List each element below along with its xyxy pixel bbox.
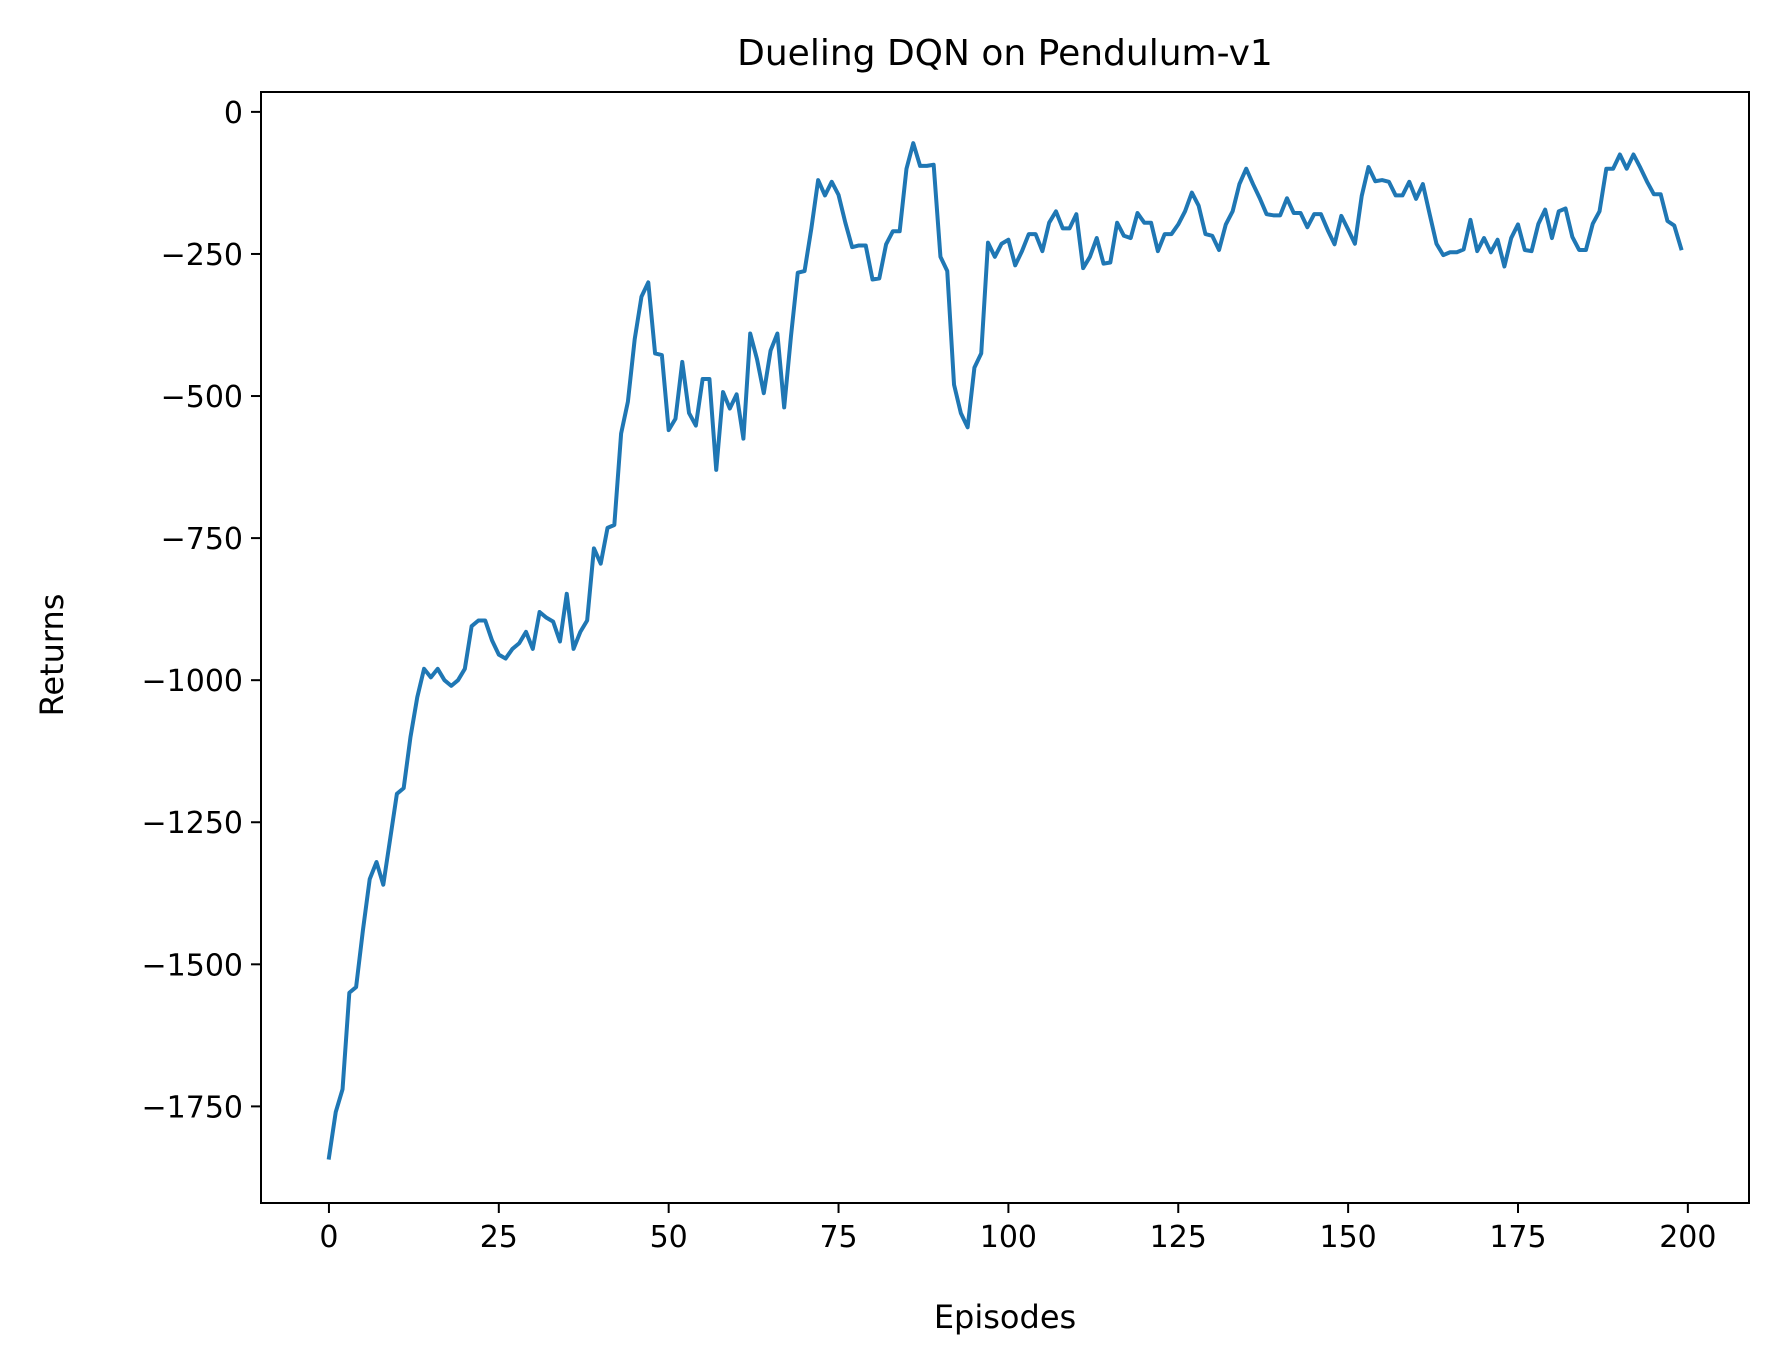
series-line-returns xyxy=(326,141,1684,1160)
y-axis-ticks: 0 −250 −500 −750 −1000 −1250 −1500 −1750 xyxy=(142,96,261,1125)
x-tick-label: 125 xyxy=(1150,1220,1207,1255)
y-tick-label: −1250 xyxy=(142,806,243,841)
x-axis-ticks: 0 25 50 75 100 125 150 175 200 xyxy=(319,1203,1716,1255)
x-tick-label: 200 xyxy=(1659,1220,1716,1255)
x-tick-label: 75 xyxy=(819,1220,857,1255)
y-tick-label: −1750 xyxy=(142,1090,243,1125)
y-tick-label: −1000 xyxy=(142,664,243,699)
x-tick-label: 0 xyxy=(319,1220,338,1255)
x-tick-label: 150 xyxy=(1319,1220,1376,1255)
plot-frame xyxy=(260,91,1750,1204)
y-tick-label: −250 xyxy=(161,238,243,273)
x-tick-label: 50 xyxy=(650,1220,688,1255)
x-tick-label: 25 xyxy=(480,1220,518,1255)
y-axis-label: Returns xyxy=(33,594,71,717)
x-tick-label: 100 xyxy=(980,1220,1037,1255)
x-axis-label: Episodes xyxy=(934,1298,1076,1336)
y-tick-label: −750 xyxy=(161,522,243,557)
chart-title: Dueling DQN on Pendulum-v1 xyxy=(737,33,1273,74)
y-tick-label: −500 xyxy=(161,380,243,415)
y-tick-label: −1500 xyxy=(142,948,243,983)
series-layer xyxy=(326,141,1684,1160)
y-tick-label: 0 xyxy=(224,96,243,131)
x-tick-label: 175 xyxy=(1489,1220,1546,1255)
